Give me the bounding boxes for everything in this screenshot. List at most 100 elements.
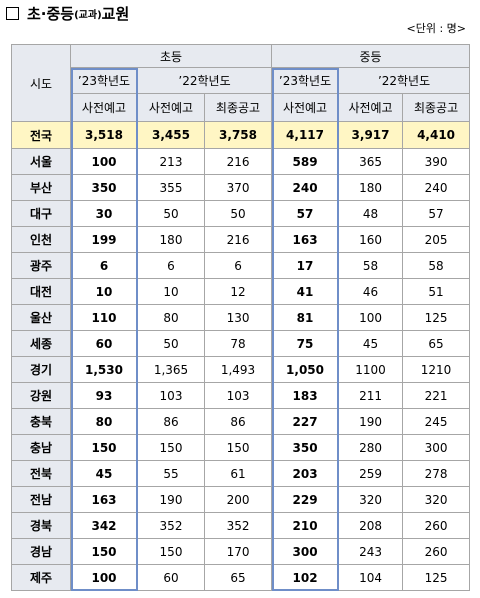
elem-2023-pre-cell: 100 <box>70 564 138 591</box>
table-row: 대구 30 50 50 57 48 57 <box>11 200 471 227</box>
mid-2023-pre-cell: 240 <box>271 174 340 201</box>
mid-2022-pre-cell: 259 <box>338 460 404 487</box>
elem-2022-pre-cell: 10 <box>137 278 205 305</box>
elem-2022-pre-cell: 3,455 <box>137 121 205 149</box>
elem-2022-pre-cell: 150 <box>137 434 205 461</box>
elem-2023-pre-cell: 163 <box>70 486 138 513</box>
mid-2022-pre-cell: 211 <box>338 382 404 409</box>
mid-2022-final-cell: 278 <box>402 460 471 487</box>
table-row: 광주 6 6 6 17 58 58 <box>11 252 471 279</box>
region-cell: 경기 <box>11 356 71 383</box>
elem-2022-pre-cell: 60 <box>137 564 205 591</box>
region-cell: 부산 <box>11 174 71 201</box>
region-cell: 전남 <box>11 486 71 513</box>
table-row: 전북 45 55 61 203 259 278 <box>11 460 471 487</box>
region-cell: 광주 <box>11 252 71 279</box>
header-middle: 중등 <box>271 44 471 68</box>
region-cell: 경북 <box>11 512 71 539</box>
elem-2022-pre-cell: 213 <box>137 148 205 175</box>
mid-2022-final-cell: 125 <box>402 304 471 331</box>
table-row: 경남 150 150 170 300 243 260 <box>11 538 471 565</box>
region-cell: 경남 <box>11 538 71 565</box>
elem-2023-pre-cell: 30 <box>70 200 138 227</box>
elem-2023-pre-cell: 3,518 <box>70 121 138 149</box>
region-cell: 서울 <box>11 148 71 175</box>
unit-label: <단위 : 명> <box>406 22 467 35</box>
mid-2023-pre-cell: 203 <box>271 460 340 487</box>
mid-2023-pre-cell: 75 <box>271 330 340 357</box>
mid-2022-pre-cell: 48 <box>338 200 404 227</box>
table-body: 전국 3,518 3,455 3,758 4,117 3,917 4,410 서울 100 213… <box>11 121 471 591</box>
mid-2022-pre-cell: 180 <box>338 174 404 201</box>
header-mid-22-final: 최종공고 <box>402 93 471 122</box>
mid-2022-final-cell: 320 <box>402 486 471 513</box>
table-row: 강원 93 103 103 183 211 221 <box>11 382 471 409</box>
table-row: 제주 100 60 65 102 104 125 <box>11 564 471 591</box>
elem-2022-final-cell: 6 <box>203 252 273 279</box>
elem-2022-final-cell: 170 <box>203 538 273 565</box>
elem-2022-final-cell: 216 <box>203 226 273 253</box>
header-mid-22-pre: 사전예고 <box>338 93 404 122</box>
title-prefix: 초·중등 <box>27 4 75 23</box>
region-cell: 전국 <box>11 121 71 149</box>
mid-2022-pre-cell: 58 <box>338 252 404 279</box>
table-row: 서울 100 213 216 589 365 390 <box>11 148 471 175</box>
mid-2023-pre-cell: 81 <box>271 304 340 331</box>
mid-2022-final-cell: 58 <box>402 252 471 279</box>
elem-2022-pre-cell: 150 <box>137 538 205 565</box>
header-elem-22-final: 최종공고 <box>203 93 273 122</box>
elem-2022-pre-cell: 55 <box>137 460 205 487</box>
elem-2022-final-cell: 200 <box>203 486 273 513</box>
region-cell: 강원 <box>11 382 71 409</box>
region-cell: 인천 <box>11 226 71 253</box>
table-row: 충남 150 150 150 350 280 300 <box>11 434 471 461</box>
mid-2023-pre-cell: 17 <box>271 252 340 279</box>
mid-2023-pre-cell: 183 <box>271 382 340 409</box>
elem-2022-final-cell: 370 <box>203 174 273 201</box>
mid-2022-final-cell: 221 <box>402 382 471 409</box>
mid-2022-pre-cell: 104 <box>338 564 404 591</box>
region-cell: 세종 <box>11 330 71 357</box>
teacher-recruitment-table: 시도 초등 중등 ’23학년도 ’22학년도 ’23학년도 ’22학년도 사전예… <box>11 44 471 591</box>
elem-2023-pre-cell: 80 <box>70 408 138 435</box>
mid-2023-pre-cell: 350 <box>271 434 340 461</box>
mid-2023-pre-cell: 1,050 <box>271 356 340 383</box>
region-cell: 충남 <box>11 434 71 461</box>
table-row: 울산 110 80 130 81 100 125 <box>11 304 471 331</box>
table-row: 세종 60 50 78 75 45 65 <box>11 330 471 357</box>
mid-2022-final-cell: 51 <box>402 278 471 305</box>
table-row: 경기 1,530 1,365 1,493 1,050 1100 1210 <box>11 356 471 383</box>
table-row: 부산 350 355 370 240 180 240 <box>11 174 471 201</box>
header-region: 시도 <box>11 44 71 122</box>
elem-2022-final-cell: 12 <box>203 278 273 305</box>
elem-2023-pre-cell: 100 <box>70 148 138 175</box>
mid-2022-final-cell: 260 <box>402 538 471 565</box>
mid-2023-pre-cell: 41 <box>271 278 340 305</box>
mid-2023-pre-cell: 589 <box>271 148 340 175</box>
elem-2023-pre-cell: 199 <box>70 226 138 253</box>
region-cell: 울산 <box>11 304 71 331</box>
elem-2022-pre-cell: 86 <box>137 408 205 435</box>
elem-2022-pre-cell: 50 <box>137 200 205 227</box>
elem-2023-pre-cell: 350 <box>70 174 138 201</box>
region-cell: 대전 <box>11 278 71 305</box>
checkbox-square-icon <box>6 6 19 20</box>
mid-2022-final-cell: 1210 <box>402 356 471 383</box>
mid-2022-final-cell: 240 <box>402 174 471 201</box>
mid-2022-final-cell: 245 <box>402 408 471 435</box>
elem-2022-final-cell: 150 <box>203 434 273 461</box>
mid-2023-pre-cell: 4,117 <box>271 121 340 149</box>
header-elem-22-pre: 사전예고 <box>137 93 205 122</box>
mid-2022-pre-cell: 280 <box>338 434 404 461</box>
elem-2022-final-cell: 86 <box>203 408 273 435</box>
elem-2023-pre-cell: 60 <box>70 330 138 357</box>
elem-2023-pre-cell: 10 <box>70 278 138 305</box>
mid-2023-pre-cell: 163 <box>271 226 340 253</box>
header-elem-year23: ’23학년도 <box>70 67 138 94</box>
elem-2023-pre-cell: 150 <box>70 538 138 565</box>
mid-2022-pre-cell: 46 <box>338 278 404 305</box>
elem-2022-pre-cell: 1,365 <box>137 356 205 383</box>
mid-2022-final-cell: 205 <box>402 226 471 253</box>
header-mid-year23: ’23학년도 <box>271 67 340 94</box>
elem-2022-final-cell: 65 <box>203 564 273 591</box>
